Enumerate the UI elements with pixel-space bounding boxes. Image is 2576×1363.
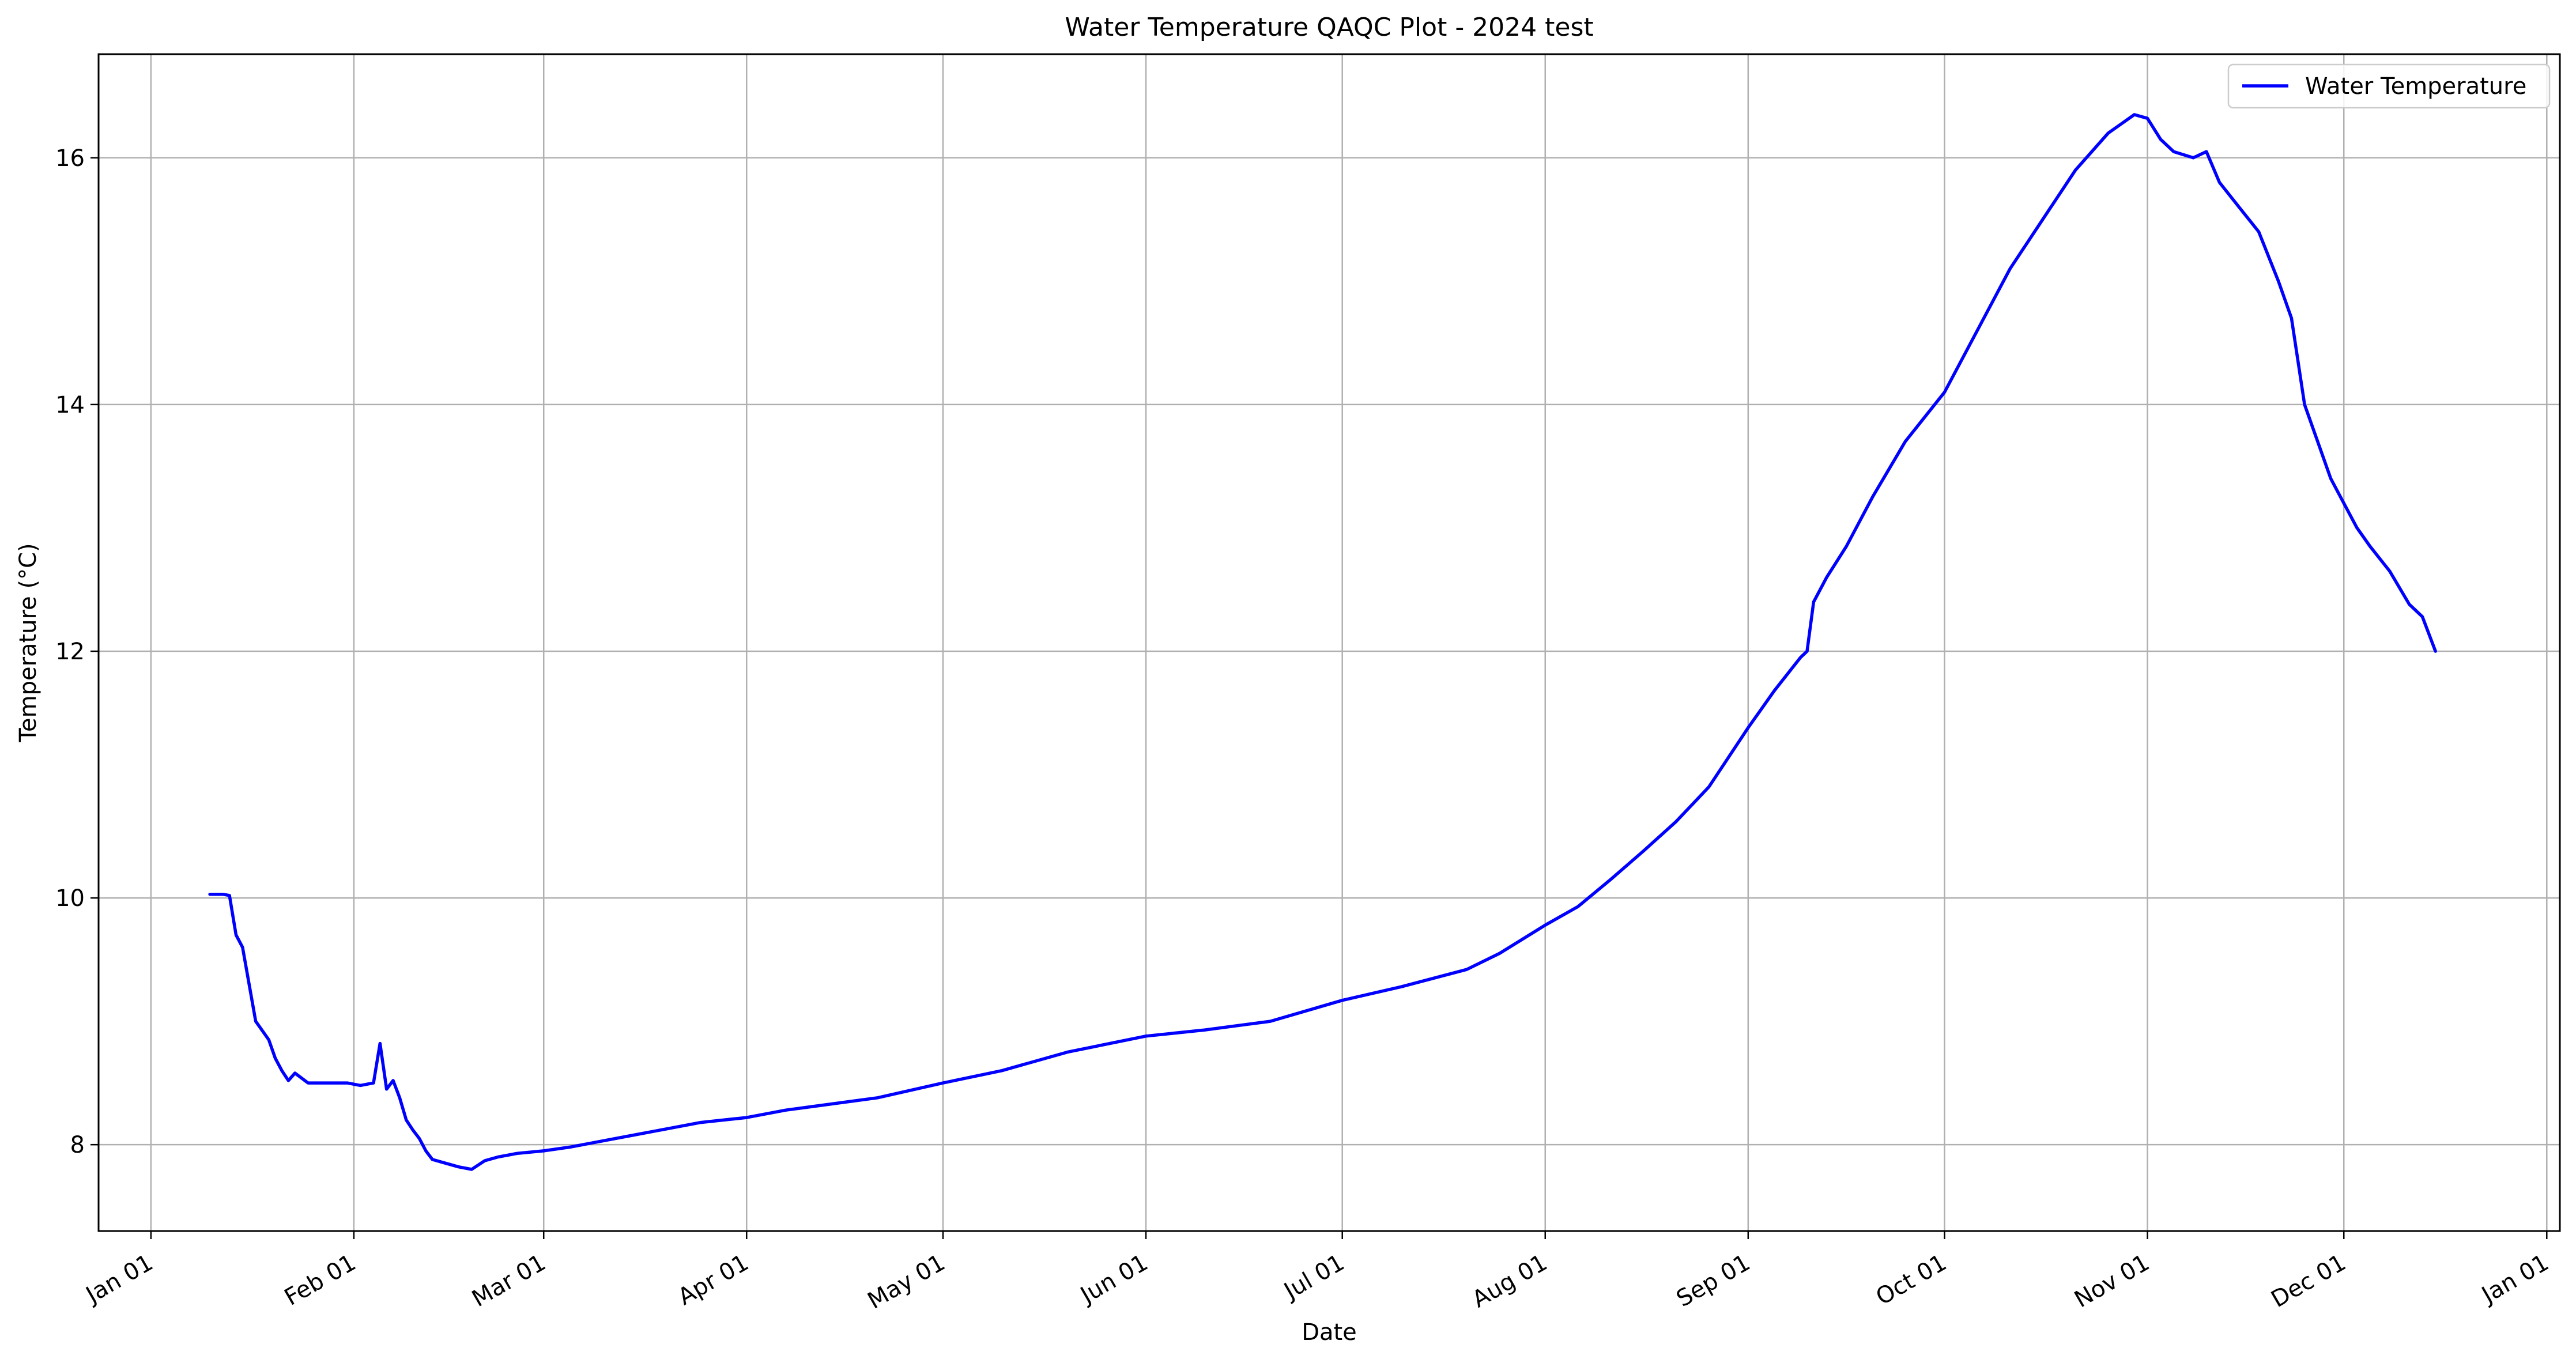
series-layer xyxy=(208,113,2437,1171)
water-temperature-line xyxy=(208,113,2437,1171)
grid xyxy=(99,54,2560,1231)
x-axis-label: Date xyxy=(1302,1319,1357,1346)
y-tick-label: 12 xyxy=(55,639,85,665)
y-axis-label: Temperature (°C) xyxy=(15,543,42,742)
chart-title: Water Temperature QAQC Plot - 2024 test xyxy=(1065,13,1593,42)
legend-box xyxy=(2227,63,2551,109)
y-axis-ticks: 8 10 12 14 16 xyxy=(55,145,99,1158)
y-tick-label: 14 xyxy=(55,392,85,418)
y-tick-label: 16 xyxy=(55,145,85,172)
plot-frame xyxy=(97,53,2561,1232)
legend: Water Temperature xyxy=(2227,63,2551,109)
legend-label: Water Temperature xyxy=(2305,73,2526,100)
y-tick-label: 10 xyxy=(55,885,85,912)
y-tick-label: 8 xyxy=(70,1132,85,1158)
